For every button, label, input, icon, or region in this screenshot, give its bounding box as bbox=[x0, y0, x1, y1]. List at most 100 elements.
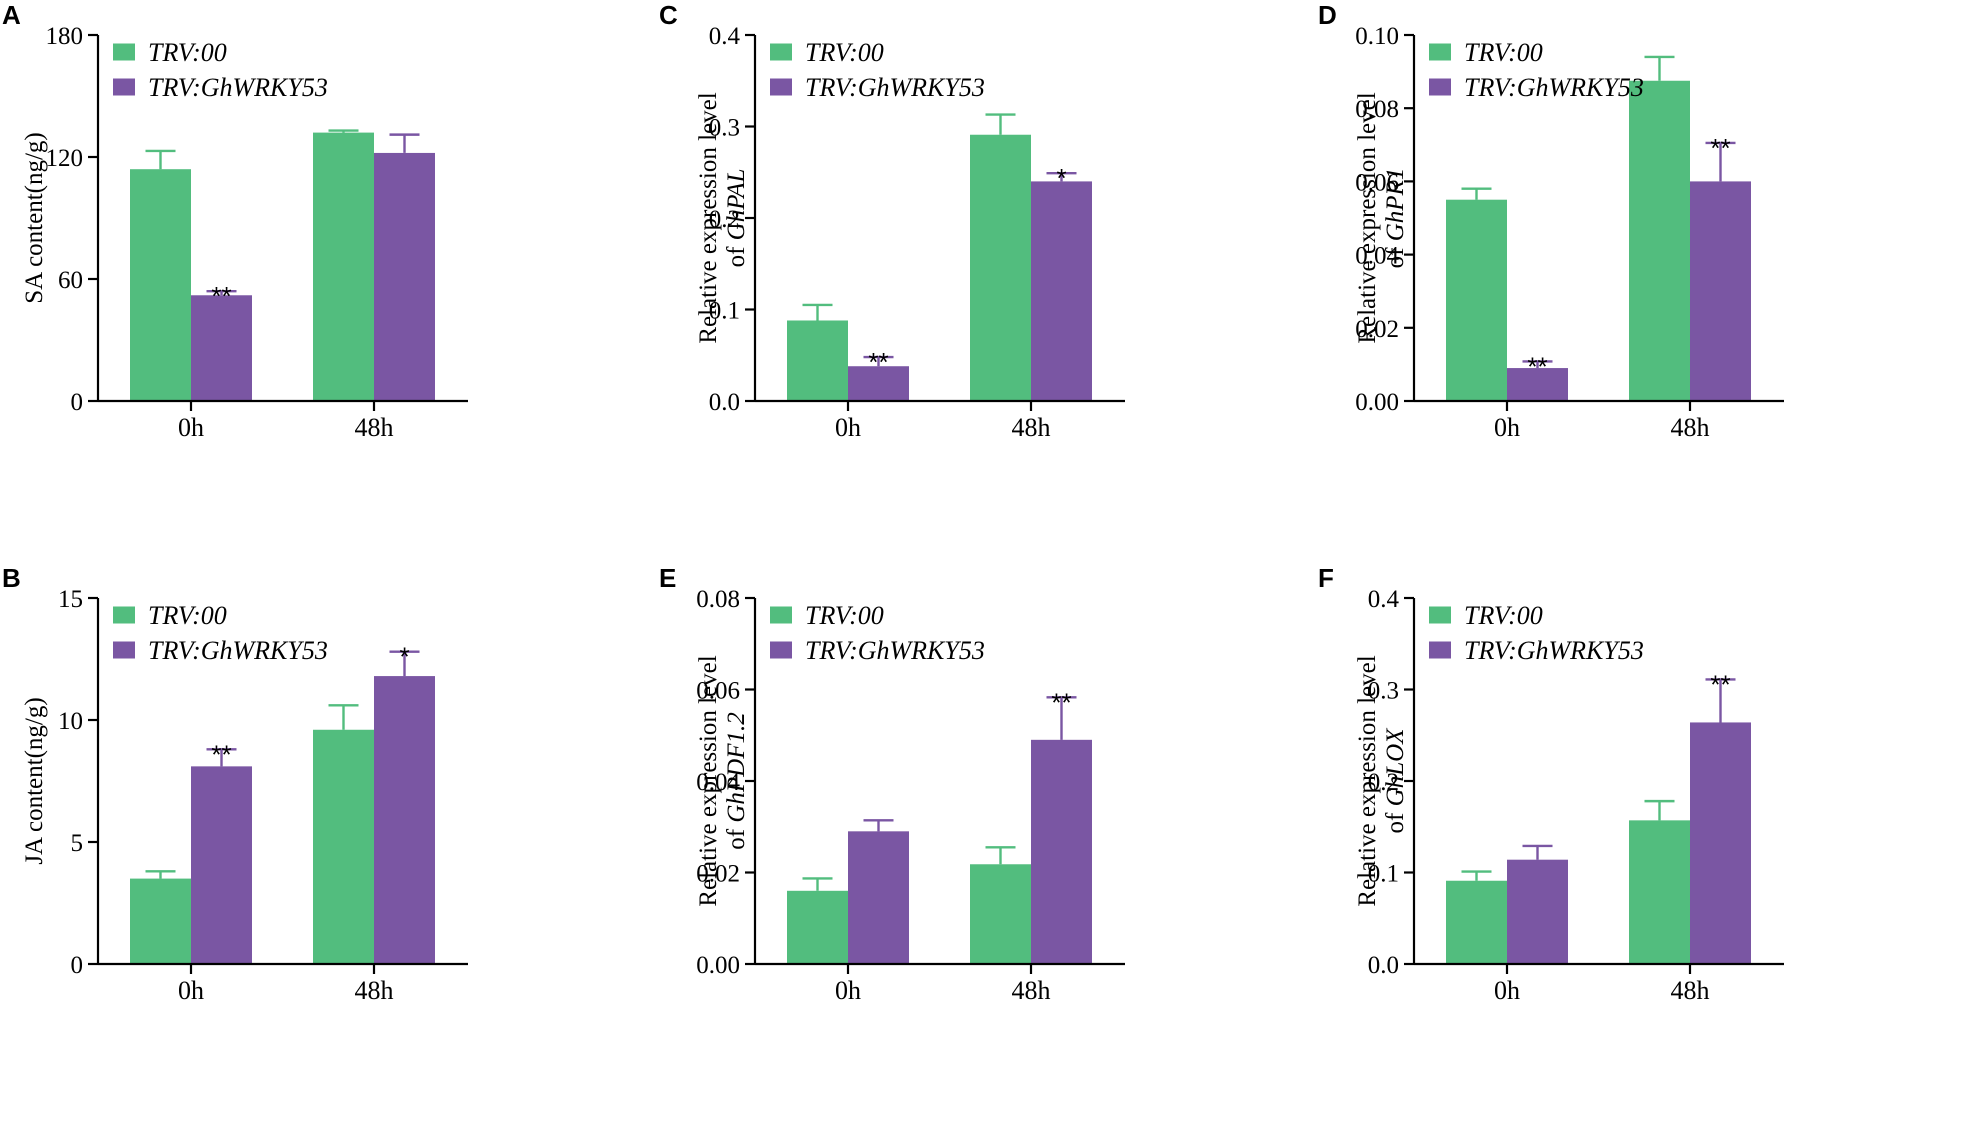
y-tick-label: 0.3 bbox=[709, 115, 740, 142]
legend-label: TRV:GhWRKY53 bbox=[148, 73, 328, 102]
panel-e: E ** 0.00 0.02 0.04 0.06 0.08 0h 48h Relative exp… bbox=[657, 563, 1314, 1126]
y-tick-label: 0.10 bbox=[1355, 23, 1399, 50]
error-bar bbox=[802, 877, 833, 891]
bar bbox=[1507, 368, 1568, 401]
significance-mark: * bbox=[399, 642, 409, 672]
y-tick-label: 0.4 bbox=[709, 23, 741, 50]
y-tick-label: 0.4 bbox=[1368, 586, 1400, 613]
y-tick-label: 0.0 bbox=[1368, 952, 1399, 979]
legend-label: TRV:GhWRKY53 bbox=[1464, 636, 1644, 665]
legend-swatch bbox=[1429, 43, 1451, 61]
error-bar bbox=[145, 870, 176, 879]
legend-label: TRV:GhWRKY53 bbox=[148, 636, 328, 665]
bar bbox=[970, 134, 1031, 402]
y-tick-label: 0.08 bbox=[1355, 96, 1399, 123]
y-axis-label: SA content(ng/g) bbox=[21, 132, 48, 304]
x-tick-label: 48h bbox=[355, 976, 394, 1005]
panel-letter: D bbox=[1318, 0, 1337, 30]
bar bbox=[1031, 181, 1092, 401]
error-bar bbox=[389, 133, 420, 153]
bar bbox=[1629, 820, 1690, 964]
significance-mark: ** bbox=[1710, 133, 1730, 163]
x-tick-label: 0h bbox=[835, 413, 861, 442]
y-tick-label: 120 bbox=[46, 145, 84, 172]
y-axis-label-gene: of GhPDF1.2 bbox=[723, 712, 750, 849]
bar bbox=[787, 320, 848, 401]
bar bbox=[1690, 181, 1751, 401]
bar bbox=[313, 132, 374, 401]
legend-label: TRV:00 bbox=[148, 38, 227, 67]
significance-mark: ** bbox=[1051, 687, 1071, 717]
legend-swatch bbox=[1429, 606, 1451, 624]
bar bbox=[848, 366, 909, 401]
x-tick-label: 48h bbox=[1012, 976, 1051, 1005]
y-tick-label: 0.2 bbox=[709, 206, 740, 233]
chart-f: F ** 0.0 0.1 0.2 0.3 0.4 0h 48h Relative expressi… bbox=[1318, 563, 1784, 1005]
bar bbox=[191, 766, 252, 964]
legend-swatch bbox=[770, 606, 792, 624]
y-tick-label: 5 bbox=[71, 830, 84, 857]
legend-swatch bbox=[1429, 78, 1451, 96]
y-axis-label: Relative expression level bbox=[695, 92, 722, 343]
y-tick-label: 15 bbox=[58, 586, 83, 613]
bar bbox=[130, 169, 191, 401]
error-bar bbox=[1046, 171, 1077, 182]
panel-letter: E bbox=[659, 563, 676, 593]
y-axis-label-gene: of GhLOX bbox=[1382, 727, 1409, 834]
bar bbox=[787, 890, 848, 964]
error-bar bbox=[863, 819, 894, 832]
y-tick-label: 0 bbox=[71, 952, 84, 979]
error-bar bbox=[1522, 844, 1553, 860]
error-bar bbox=[145, 149, 176, 170]
error-bar bbox=[1644, 799, 1675, 821]
error-bar bbox=[985, 846, 1016, 865]
bar bbox=[1031, 739, 1092, 964]
legend-swatch bbox=[113, 641, 135, 659]
bar bbox=[1690, 722, 1751, 964]
legend-swatch bbox=[113, 43, 135, 61]
y-tick-label: 0.02 bbox=[1355, 316, 1399, 343]
error-bar bbox=[328, 129, 359, 133]
bar bbox=[130, 878, 191, 964]
panel-d: D ** ** 0.00 0.02 0.04 0.06 0.08 0.10 0h 48h Relati… bbox=[1316, 0, 1973, 563]
chart-a: A ** 0 60 120 180 0h 48h SA content(ng/g) TRV:00 T… bbox=[2, 0, 468, 442]
chart-e: E ** 0.00 0.02 0.04 0.06 0.08 0h 48h Relative exp… bbox=[659, 563, 1125, 1005]
legend-label: TRV:00 bbox=[148, 601, 227, 630]
legend-label: TRV:GhWRKY53 bbox=[805, 636, 985, 665]
y-axis-label: Relative expression level bbox=[1354, 92, 1381, 343]
y-tick-label: 0.04 bbox=[696, 769, 740, 796]
error-bar bbox=[863, 355, 894, 367]
significance-mark: ** bbox=[868, 347, 888, 377]
x-tick-label: 0h bbox=[178, 413, 204, 442]
legend-label: TRV:GhWRKY53 bbox=[805, 73, 985, 102]
panel-letter: B bbox=[2, 563, 21, 593]
legend-swatch bbox=[1429, 641, 1451, 659]
legend-label: TRV:00 bbox=[805, 601, 884, 630]
x-tick-label: 0h bbox=[1494, 413, 1520, 442]
bar bbox=[374, 676, 435, 964]
legend-swatch bbox=[770, 78, 792, 96]
legend-label: TRV:00 bbox=[1464, 601, 1543, 630]
error-bar bbox=[328, 704, 359, 730]
y-tick-label: 0.06 bbox=[696, 678, 740, 705]
y-axis-label-gene: of GhPR1 bbox=[1382, 168, 1409, 269]
error-bar bbox=[1644, 55, 1675, 81]
y-tick-label: 0.1 bbox=[1368, 861, 1399, 888]
error-bar bbox=[1461, 870, 1492, 881]
panel-a: A ** 0 60 120 180 0h 48h SA content(ng/g) TRV:00 T… bbox=[0, 0, 657, 563]
bar bbox=[1446, 199, 1507, 401]
error-bar bbox=[1461, 187, 1492, 200]
y-tick-label: 0.2 bbox=[1368, 769, 1399, 796]
x-tick-label: 0h bbox=[1494, 976, 1520, 1005]
x-tick-label: 48h bbox=[1012, 413, 1051, 442]
x-tick-label: 48h bbox=[355, 413, 394, 442]
y-tick-label: 0.3 bbox=[1368, 678, 1399, 705]
y-tick-label: 60 bbox=[58, 267, 83, 294]
bar bbox=[1629, 80, 1690, 401]
significance-mark: ** bbox=[211, 739, 231, 769]
significance-mark: ** bbox=[1527, 351, 1547, 381]
chart-d: D ** ** 0.00 0.02 0.04 0.06 0.08 0.10 0h 48h Relati… bbox=[1318, 0, 1784, 442]
y-tick-label: 0.02 bbox=[696, 861, 740, 888]
